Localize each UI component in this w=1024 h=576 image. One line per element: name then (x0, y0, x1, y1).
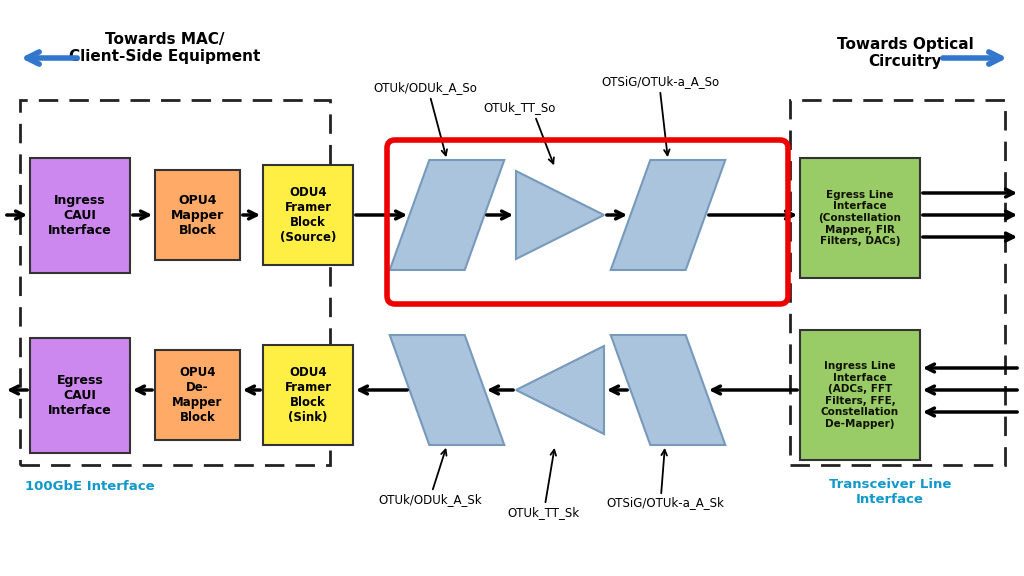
Text: OPU4
De-
Mapper
Block: OPU4 De- Mapper Block (172, 366, 222, 424)
Bar (30, 158, 130, 273)
Text: OTUk_TT_Sk: OTUk_TT_Sk (507, 506, 579, 520)
Polygon shape (390, 160, 504, 270)
Text: ODU4
Framer
Block
(Source): ODU4 Framer Block (Source) (280, 186, 336, 244)
Text: Towards MAC/
Client-Side Equipment: Towards MAC/ Client-Side Equipment (70, 32, 261, 64)
Text: Ingress Line
Interface
(ADCs, FFT
Filters, FFE,
Constellation
De-Mapper): Ingress Line Interface (ADCs, FFT Filter… (821, 361, 899, 429)
Polygon shape (610, 335, 725, 445)
Bar (800, 330, 920, 460)
Text: OTUk_TT_So: OTUk_TT_So (483, 101, 556, 115)
Text: Ingress
CAUI
Interface: Ingress CAUI Interface (48, 194, 112, 237)
Polygon shape (516, 346, 604, 434)
Bar (20, 100, 330, 465)
Bar (155, 170, 240, 260)
Polygon shape (610, 160, 725, 270)
Bar (263, 345, 353, 445)
Text: Egress Line
Interface
(Constellation
Mapper, FIR
Filters, DACs): Egress Line Interface (Constellation Map… (818, 190, 901, 246)
Bar (30, 338, 130, 453)
Text: OTSiG/OTUk-a_A_Sk: OTSiG/OTUk-a_A_Sk (606, 497, 724, 510)
Polygon shape (390, 335, 504, 445)
Polygon shape (516, 171, 604, 259)
Text: Transceiver Line
Interface: Transceiver Line Interface (828, 478, 951, 506)
Text: 100GbE Interface: 100GbE Interface (26, 480, 155, 494)
Text: OTUk/ODUk_A_So: OTUk/ODUk_A_So (373, 81, 477, 94)
Text: ODU4
Framer
Block
(Sink): ODU4 Framer Block (Sink) (285, 366, 332, 424)
Text: OTSiG/OTUk-a_A_So: OTSiG/OTUk-a_A_So (601, 75, 719, 89)
Text: Egress
CAUI
Interface: Egress CAUI Interface (48, 374, 112, 417)
Bar (800, 158, 920, 278)
Text: OTUk/ODUk_A_Sk: OTUk/ODUk_A_Sk (378, 494, 482, 506)
Bar (155, 350, 240, 440)
Bar (790, 100, 1005, 465)
Text: OPU4
Mapper
Block: OPU4 Mapper Block (171, 194, 224, 237)
Bar (263, 165, 353, 265)
Text: Towards Optical
Circuitry: Towards Optical Circuitry (837, 37, 974, 69)
